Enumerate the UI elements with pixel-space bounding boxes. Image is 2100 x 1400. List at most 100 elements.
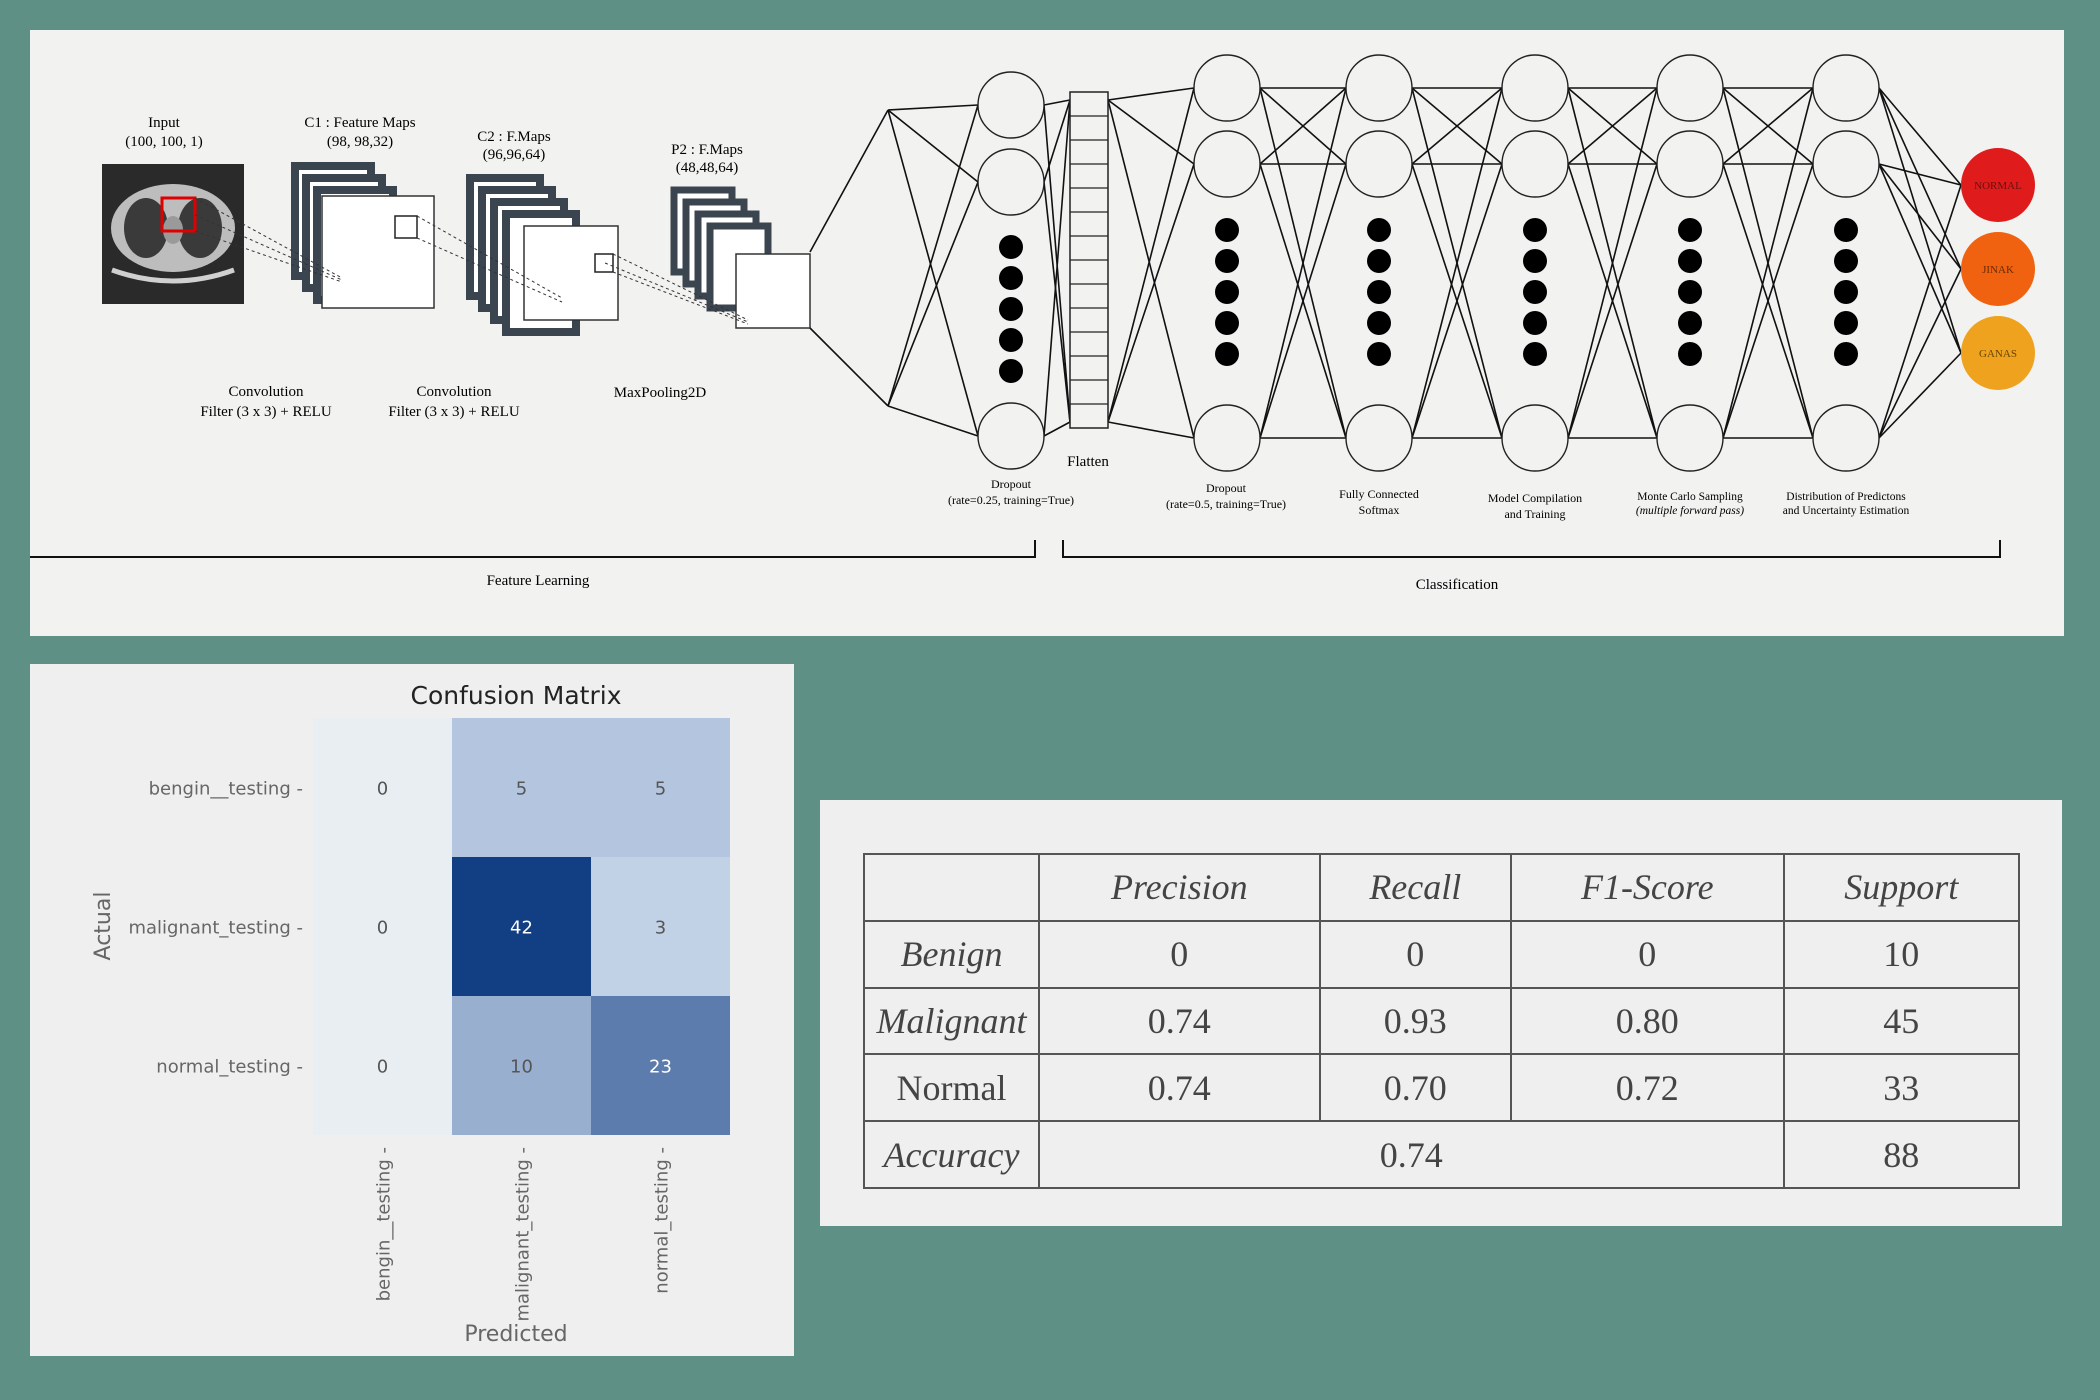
neuron — [1501, 404, 1569, 472]
op1-label-line1: Convolution — [228, 384, 304, 400]
table-cell: 0.70 — [1318, 1053, 1513, 1123]
p2-shape: (48,48,64) — [676, 160, 739, 176]
input-shape: (100, 100, 1) — [125, 134, 203, 150]
cm-ylabel: Actual — [91, 892, 116, 961]
ellipsis-dot — [1834, 280, 1858, 304]
network-connections — [887, 87, 1962, 439]
ellipsis-dot — [1523, 311, 1547, 335]
neuron — [1193, 130, 1261, 198]
table-row: Benign 0 0 0 10 — [863, 919, 2021, 989]
row-label-benign: Benign — [863, 919, 1040, 989]
ellipsis-dot — [1834, 311, 1858, 335]
neuron — [1193, 54, 1261, 122]
neuron — [1812, 130, 1880, 198]
ellipsis-dot — [1367, 218, 1391, 242]
dropout1-label-line1: Dropout — [991, 477, 1032, 491]
neuron — [977, 71, 1045, 139]
row-tick-label: bengin__testing - — [149, 779, 303, 800]
table-cell: 0.74 — [1038, 1053, 1321, 1123]
cell-value-label: 0 — [377, 779, 388, 800]
compile-label-line2: and Training — [1504, 507, 1565, 521]
output-jinak-label: JINAK — [1982, 264, 2014, 276]
heatmap-cell — [452, 996, 591, 1135]
c2-feature-map-stack — [466, 174, 619, 336]
table-cell: 10 — [1782, 919, 2021, 989]
compile-label-line1: Model Compilation — [1488, 491, 1582, 505]
op2-label-line1: Convolution — [416, 384, 492, 400]
header-empty — [863, 853, 1040, 922]
output-ganas-circle — [1961, 316, 2035, 390]
network-neurons — [977, 54, 1880, 472]
neuron — [1345, 54, 1413, 122]
table-header-row: Precision Recall F1-Score Support — [863, 853, 2021, 922]
header-recall: Recall — [1318, 853, 1513, 922]
neuron — [1656, 130, 1724, 198]
output-neurons: NORMAL JINAK GANAS — [1961, 148, 2035, 390]
cell-value-label: 10 — [510, 1057, 533, 1078]
neuron — [1656, 404, 1724, 472]
accuracy-value: 0.74 — [1038, 1120, 1785, 1189]
row-tick-label: normal_testing - — [156, 1057, 303, 1078]
dist-label-line2: and Uncertainty Estimation — [1783, 505, 1910, 517]
neuron — [1812, 54, 1880, 122]
ellipsis-dot — [999, 266, 1023, 290]
heatmap-cell — [591, 718, 730, 857]
col-tick-label: bengin__testing - — [374, 1147, 395, 1301]
table-cell: 0 — [1318, 919, 1513, 989]
dropout2-label-line1: Dropout — [1206, 481, 1247, 495]
mc-label-line1: Monte Carlo Sampling — [1637, 491, 1743, 503]
header-support: Support — [1782, 853, 2021, 922]
ellipsis-dot — [1215, 280, 1239, 304]
accuracy-support: 88 — [1782, 1120, 2021, 1189]
heatmap-cell — [452, 857, 591, 996]
ellipsis-dot — [1678, 342, 1702, 366]
table-cell: 33 — [1782, 1053, 2021, 1123]
op2-label-line2: Filter (3 x 3) + RELU — [388, 404, 520, 420]
dropout1-label-line2: (rate=0.25, training=True) — [948, 493, 1074, 507]
fc-label-line1: Fully Connected — [1339, 487, 1419, 501]
ellipsis-dot — [999, 297, 1023, 321]
classification-report-table: Precision Recall F1-Score Support Benign… — [863, 853, 2021, 1189]
fc-label-line2: Softmax — [1359, 503, 1400, 517]
cell-value-label: 5 — [516, 779, 527, 800]
ellipsis-dot — [1834, 342, 1858, 366]
table-cell: 0.74 — [1038, 986, 1321, 1056]
ellipsis-dot — [999, 328, 1023, 352]
c2-shape: (96,96,64) — [483, 147, 546, 163]
neuron — [1345, 130, 1413, 198]
table-cell: 0 — [1038, 919, 1321, 989]
ellipsis-dot — [1678, 280, 1702, 304]
col-tick-label: malignant_testing - — [513, 1147, 534, 1322]
heatmap-cell — [591, 996, 730, 1135]
heatmap-cell — [313, 718, 452, 857]
ellipsis-dot — [999, 359, 1023, 383]
input-ct-image — [102, 164, 244, 304]
ellipsis-dot — [1678, 218, 1702, 242]
heatmap-cell — [313, 996, 452, 1135]
ellipsis-dot — [1215, 249, 1239, 273]
cell-value-label: 3 — [655, 918, 666, 939]
neuron — [977, 402, 1045, 470]
c1-shape: (98, 98,32) — [327, 134, 393, 150]
col-tick-label: normal_testing - — [652, 1147, 673, 1294]
row-label-normal: Normal — [863, 1053, 1040, 1123]
cell-value-label: 23 — [649, 1057, 672, 1078]
ellipsis-dot — [1215, 218, 1239, 242]
dropout2-label-line2: (rate=0.5, training=True) — [1166, 497, 1286, 511]
section-brackets — [30, 540, 2001, 558]
output-ganas-label: GANAS — [1979, 348, 2017, 360]
ellipsis-dot — [1834, 218, 1858, 242]
mc-label-line2: (multiple forward pass) — [1636, 505, 1744, 517]
cell-value-label: 0 — [377, 918, 388, 939]
header-precision: Precision — [1038, 853, 1321, 922]
output-jinak-circle — [1961, 232, 2035, 306]
input-title: Input — [148, 115, 180, 131]
ellipsis-dot — [1523, 218, 1547, 242]
cell-value-label: 0 — [377, 1057, 388, 1078]
cm-title: Confusion Matrix — [410, 681, 621, 710]
table-row: Malignant 0.74 0.93 0.80 45 — [863, 986, 2021, 1056]
neuron — [977, 148, 1045, 216]
output-normal-circle — [1961, 148, 2035, 222]
confusion-matrix-heatmap: Confusion Matrix 0 5 5 0 42 3 0 10 23 bengin__te… — [91, 681, 730, 1347]
header-f1-score: F1-Score — [1510, 853, 1785, 922]
